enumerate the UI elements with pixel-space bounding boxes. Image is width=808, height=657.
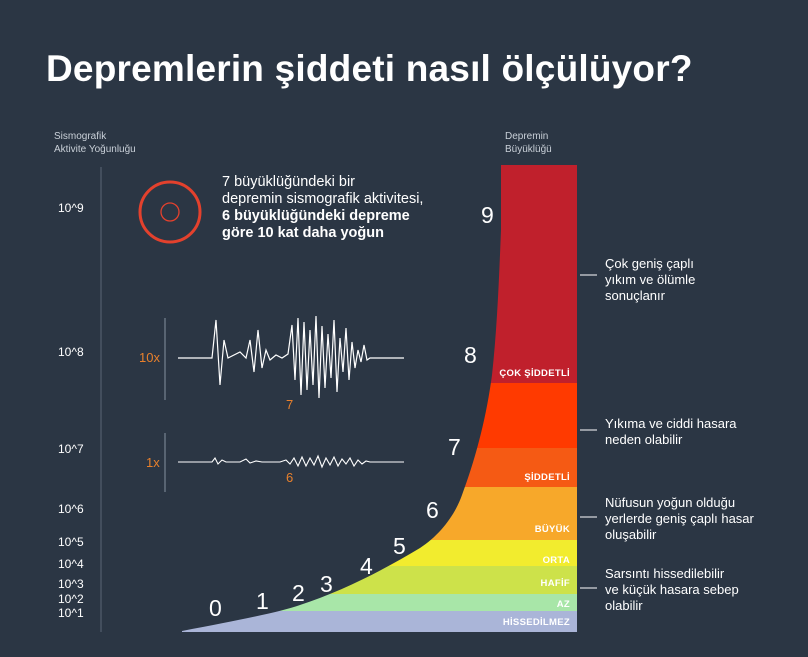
intro-line2: depremin sismografik aktivitesi, [222, 191, 424, 207]
band-label: ORTA [542, 555, 570, 566]
band-label: ŞİDDETLİ [524, 472, 570, 483]
magnitude-6-label: 6 [286, 470, 294, 485]
description-line: neden olabilir [605, 432, 683, 447]
seismic-circle-icon [138, 180, 202, 244]
band-label: ÇOK ŞİDDETLİ [499, 368, 570, 379]
y-axis-title-line2: Aktivite Yoğunluğu [54, 144, 136, 155]
magnitude-number: 7 [448, 434, 461, 460]
y-tick-label: 10^3 [58, 577, 84, 591]
description-line: Nüfusun yoğun olduğu [605, 495, 736, 510]
band-hissedilmez [182, 611, 577, 632]
y-axis-title-line1: Sismografik [54, 131, 107, 142]
magnitude-title-line2: Büyüklüğü [505, 144, 552, 155]
y-tick-label: 10^4 [58, 557, 84, 571]
page-title: Depremlerin şiddeti nasıl ölçülüyor? [46, 48, 693, 89]
magnitude-number: 2 [292, 580, 305, 606]
description-line: olabilir [605, 598, 643, 613]
y-axis-title: Sismografik Aktivite Yoğunluğu [54, 130, 136, 156]
magnitude-title-line1: Depremin [505, 131, 549, 142]
intro-text: 7 büyüklüğündeki bir depremin sismografi… [222, 174, 423, 242]
y-tick-label: 10^8 [58, 345, 84, 359]
y-tick-label: 10^7 [58, 442, 84, 456]
magnitude-number: 4 [360, 553, 373, 579]
magnitude-number: 5 [393, 533, 406, 559]
description-hafif: Sarsıntı hissedilebilir ve küçük hasara … [605, 566, 739, 614]
description-line: ve küçük hasara sebep [605, 582, 739, 597]
magnitude-number: 3 [320, 571, 333, 597]
description-line: Çok geniş çaplı [605, 256, 694, 271]
magnitude-number: 0 [209, 595, 222, 621]
magnitude-number: 1 [256, 588, 269, 614]
multiplier-1x-label: 1x [146, 455, 160, 470]
description-line: yerlerde geniş çaplı hasar [605, 511, 754, 526]
description-line: Yıkıma ve ciddi hasara [605, 416, 737, 431]
description-cok-siddetli: Çok geniş çaplı yıkım ve ölümle sonuçlan… [605, 256, 695, 304]
magnitude-number: 8 [464, 342, 477, 368]
description-line: sonuçlanır [605, 288, 665, 303]
multiplier-10x-label: 10x [139, 350, 160, 365]
description-siddetli: Yıkıma ve ciddi hasara neden olabilir [605, 416, 737, 448]
intro-line3: 6 büyüklüğündeki depreme [222, 208, 410, 224]
y-tick-label: 10^1 [58, 606, 84, 620]
band-label: BÜYÜK [534, 524, 570, 535]
band-label: AZ [556, 599, 570, 610]
magnitude-7-label: 7 [286, 397, 294, 412]
y-tick-label: 10^2 [58, 592, 84, 606]
seismogram-wave-10x [178, 315, 404, 399]
seismic-inner-circle-icon [160, 202, 180, 222]
band-7-8 [182, 383, 577, 448]
y-tick-label: 10^5 [58, 535, 84, 549]
description-buyuk: Nüfusun yoğun olduğu yerlerde geniş çapl… [605, 495, 754, 543]
y-tick-label: 10^6 [58, 502, 84, 516]
description-line: oluşabilir [605, 527, 657, 542]
magnitude-number: 6 [426, 497, 439, 523]
band-label: HAFİF [540, 578, 570, 589]
y-tick-label: 10^9 [58, 201, 84, 215]
description-line: yıkım ve ölümle [605, 272, 696, 287]
band-label: HİSSEDİLMEZ [502, 617, 570, 628]
magnitude-number: 9 [481, 202, 494, 228]
intro-line4: göre 10 kat daha yoğun [222, 225, 384, 241]
band-buyuk [182, 487, 577, 540]
band-siddetli [182, 448, 577, 487]
seismogram-wave-1x [178, 454, 404, 469]
description-line: Sarsıntı hissedilebilir [605, 566, 725, 581]
intro-line1: 7 büyüklüğündeki bir [222, 174, 356, 190]
magnitude-title: Depremin Büyüklüğü [505, 130, 552, 156]
